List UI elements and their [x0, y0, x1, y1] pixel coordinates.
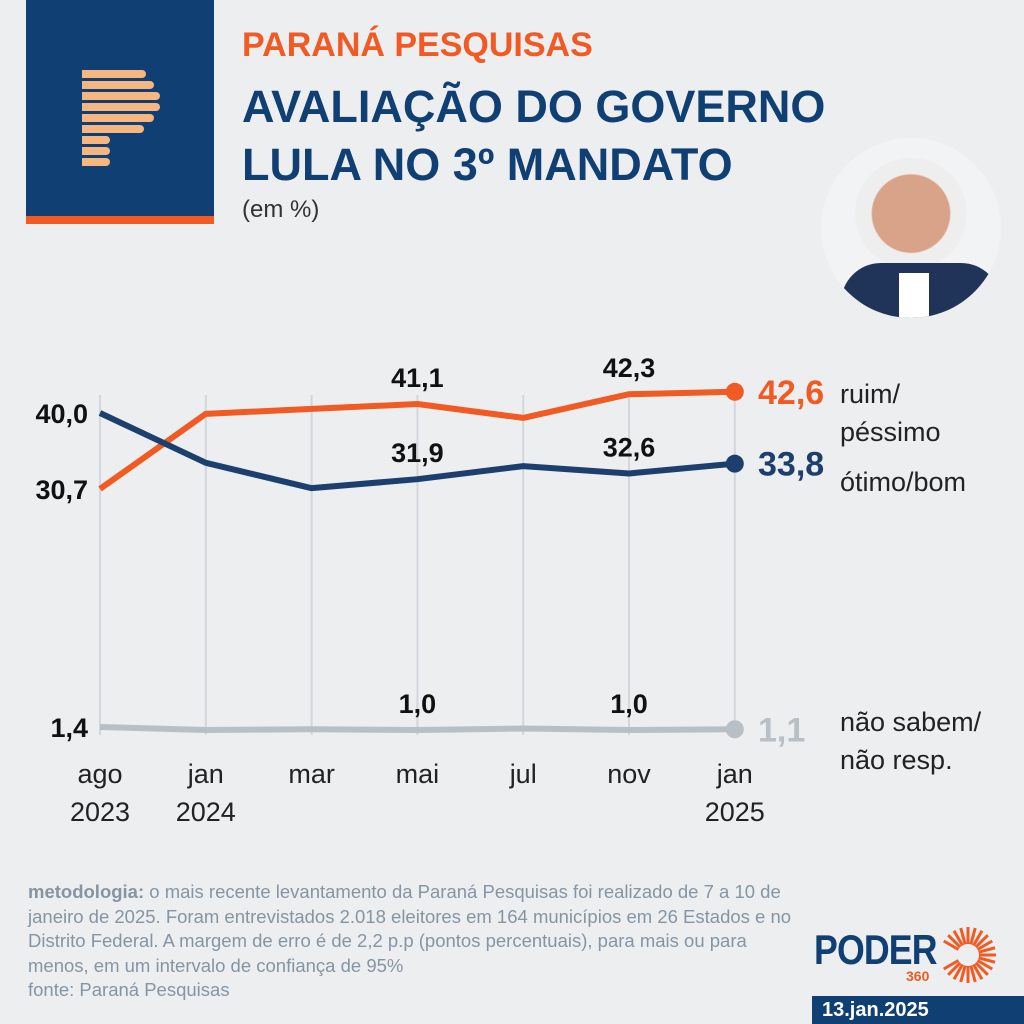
legend-label: não resp.	[840, 745, 953, 775]
x-tick-label: mai	[396, 759, 440, 789]
data-label: 30,7	[35, 475, 88, 505]
data-label: 33,8	[758, 446, 824, 484]
chart-title: AVALIAÇÃO DO GOVERNO LULA NO 3º MANDATO	[242, 81, 826, 190]
data-label: 1,0	[399, 689, 437, 719]
data-label: 40,0	[35, 399, 88, 429]
line-chart: ago 2023 jan 2024 mar mai jul nov jan 2025 30,7 41,…	[35, 353, 982, 827]
x-tick-label: 2023	[70, 797, 130, 827]
data-label: 1,4	[50, 713, 88, 743]
series-line	[98, 410, 736, 492]
poder360-sub: 360	[906, 968, 930, 984]
x-tick-label: nov	[607, 759, 651, 789]
data-label: 32,6	[603, 432, 656, 462]
legend-label: ruim/	[840, 379, 900, 409]
source-text: fonte: Paraná Pesquisas	[28, 979, 230, 1000]
methodology-text: o mais recente levantamento da Paraná Pe…	[28, 881, 792, 976]
legend-label: ótimo/bom	[840, 467, 966, 497]
data-point	[725, 382, 744, 401]
data-point	[725, 454, 744, 473]
brand-name: PARANÁ PESQUISAS	[242, 26, 593, 64]
x-tick-label: 2024	[176, 797, 236, 827]
data-label: 42,3	[603, 353, 656, 383]
unit-label: (em %)	[242, 196, 320, 223]
x-tick-label: mar	[288, 759, 335, 789]
poder360-logo: PODER	[814, 926, 938, 973]
data-label: 41,1	[391, 363, 444, 393]
x-tick-label: jul	[509, 759, 537, 789]
methodology-label: metodologia:	[28, 881, 145, 902]
data-label: 1,0	[610, 689, 648, 719]
publish-date: 13.jan.2025	[812, 996, 1024, 1024]
series-line	[98, 388, 735, 492]
methodology-note: metodologia: o mais recente levantamento…	[28, 880, 798, 1003]
x-tick-label: jan	[716, 759, 753, 789]
legend-label: não sabem/	[840, 707, 982, 737]
data-point	[725, 720, 744, 739]
series-line	[99, 724, 735, 733]
parana-pesquisas-logo	[26, 0, 214, 224]
x-tick-label: ago	[77, 759, 122, 789]
data-label: 1,1	[758, 711, 805, 749]
x-tick-label: 2025	[705, 797, 765, 827]
legend-label: péssimo	[840, 417, 941, 447]
x-tick-label: jan	[187, 759, 224, 789]
data-label: 31,9	[391, 438, 444, 468]
data-label: 42,6	[758, 374, 824, 412]
president-photo	[821, 138, 1001, 318]
